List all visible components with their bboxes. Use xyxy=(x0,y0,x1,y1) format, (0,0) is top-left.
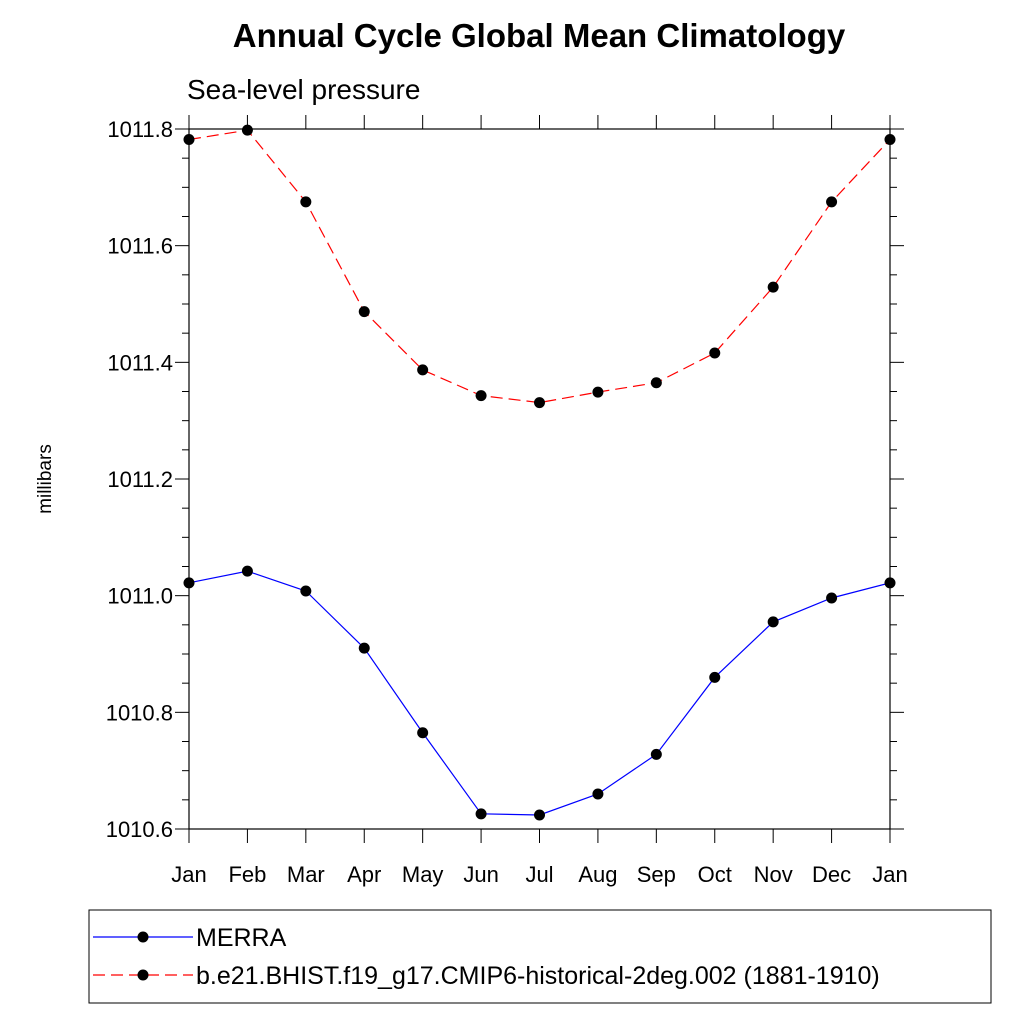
series-line xyxy=(188,129,891,404)
x-tick-label: Sep xyxy=(637,862,676,887)
x-tick-label: Mar xyxy=(287,862,325,887)
y-tick-label: 1011.8 xyxy=(107,117,173,142)
chart-subtitle: Sea-level pressure xyxy=(187,74,420,105)
chart-title: Annual Cycle Global Mean Climatology xyxy=(233,17,846,54)
plot-border xyxy=(188,128,891,830)
data-point xyxy=(475,808,487,820)
data-point xyxy=(534,397,545,409)
legend-marker xyxy=(137,969,149,981)
data-point xyxy=(300,585,312,597)
data-point xyxy=(358,642,370,654)
data-point xyxy=(183,134,195,145)
x-tick-label: Jun xyxy=(463,862,498,887)
legend-box xyxy=(88,909,992,1004)
y-tick-label: 1011.6 xyxy=(107,234,173,259)
data-point xyxy=(650,377,662,389)
x-tick-label: Feb xyxy=(228,862,266,887)
data-point xyxy=(826,196,838,208)
plot-frame xyxy=(188,128,891,830)
legend-label: MERRA xyxy=(196,924,287,952)
data-point xyxy=(650,748,662,760)
x-tick-label: Jan xyxy=(872,862,907,887)
series-1 xyxy=(183,124,896,409)
data-point xyxy=(884,134,896,145)
data-point xyxy=(183,577,195,589)
x-axis: Jan Feb Mar Apr May Jun Jul Aug Sep Oct Nov Dec Jan xyxy=(171,115,908,887)
series-0 xyxy=(183,565,896,821)
x-tick-label: Oct xyxy=(698,862,732,887)
x-tick-label: Jul xyxy=(525,862,553,887)
data-point xyxy=(826,592,838,604)
series-layer xyxy=(183,124,896,821)
y-tick-label: 1011.4 xyxy=(107,350,173,375)
data-point xyxy=(709,671,721,683)
legend-label: b.e21.BHIST.f19_g17.CMIP6-historical-2de… xyxy=(196,962,880,990)
legend-marker xyxy=(137,931,149,943)
y-axis-label: millibars xyxy=(35,444,56,514)
data-point xyxy=(884,577,896,589)
x-tick-label: Nov xyxy=(754,862,793,887)
y-tick-label: 1011.2 xyxy=(107,467,173,492)
y-tick-label: 1011.0 xyxy=(107,584,173,609)
data-point xyxy=(709,347,721,359)
x-tick-label: Jan xyxy=(171,862,206,887)
data-point xyxy=(767,281,779,293)
data-point xyxy=(358,306,370,318)
series-line xyxy=(188,570,891,816)
data-point xyxy=(475,390,487,402)
x-tick-label: May xyxy=(402,862,444,887)
y-tick-label: 1010.8 xyxy=(106,700,173,725)
data-point xyxy=(534,809,545,821)
x-tick-label: Aug xyxy=(578,862,617,887)
data-point xyxy=(417,727,429,739)
data-point xyxy=(241,124,253,136)
y-tick-label: 1010.6 xyxy=(106,817,173,842)
y-axis: 1010.6 1010.8 1011.0 1011.2 1011.4 1011.6 1011… xyxy=(106,117,904,842)
legend: MERRA b.e21.BHIST.f19_g17.CMIP6-historica… xyxy=(88,909,992,1004)
data-point xyxy=(592,788,604,800)
data-point xyxy=(592,386,604,398)
x-tick-label: Dec xyxy=(812,862,851,887)
x-tick-label: Apr xyxy=(347,862,381,887)
data-point xyxy=(241,565,253,577)
data-point xyxy=(767,616,779,628)
data-point xyxy=(300,196,312,208)
data-point xyxy=(417,364,429,376)
